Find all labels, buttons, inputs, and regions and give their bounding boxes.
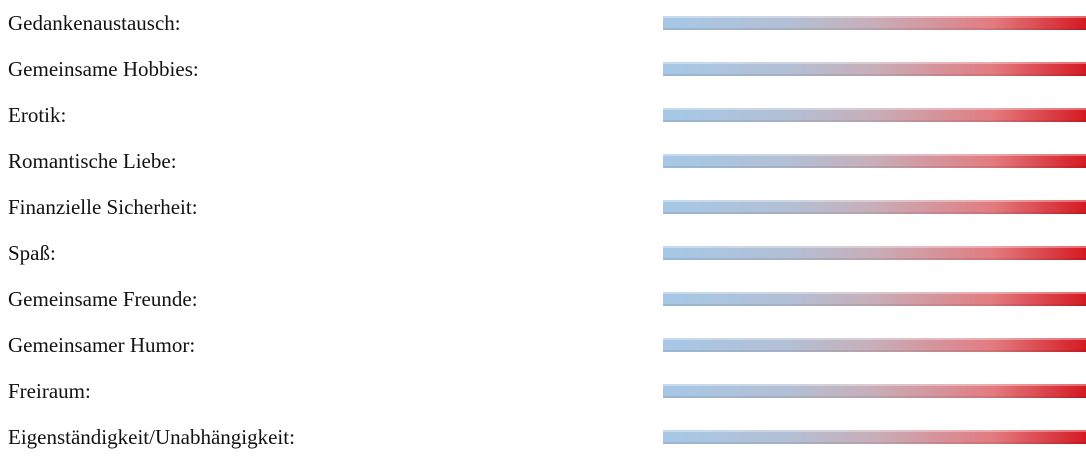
- rating-label: Gedankenaustausch:: [8, 11, 181, 35]
- rating-row-gemeinsame-freunde: Gemeinsame Freunde:: [0, 276, 1086, 322]
- rating-scale-bar[interactable]: [663, 62, 1086, 76]
- rating-scale-bar[interactable]: [663, 292, 1086, 306]
- rating-label: Finanzielle Sicherheit:: [8, 195, 198, 219]
- rating-label: Gemeinsamer Humor:: [8, 333, 196, 357]
- rating-scale-bar[interactable]: [663, 430, 1086, 444]
- rating-row-eigenstaendigkeit: Eigenständigkeit/Unabhängigkeit:: [0, 414, 1086, 460]
- rating-row-gemeinsamer-humor: Gemeinsamer Humor:: [0, 322, 1086, 368]
- rating-row-erotik: Erotik:: [0, 92, 1086, 138]
- rating-scale-bar[interactable]: [663, 384, 1086, 398]
- rating-scale-bar[interactable]: [663, 154, 1086, 168]
- rating-label: Gemeinsame Freunde:: [8, 287, 198, 311]
- rating-label: Erotik:: [8, 103, 67, 127]
- rating-row-gedankenaustausch: Gedankenaustausch:: [0, 0, 1086, 46]
- rating-label: Eigenständigkeit/Unabhängigkeit:: [8, 425, 295, 449]
- rating-scale-bar[interactable]: [663, 16, 1086, 30]
- rating-row-spass: Spaß:: [0, 230, 1086, 276]
- rating-scale-bar[interactable]: [663, 338, 1086, 352]
- rating-label: Spaß:: [8, 241, 56, 265]
- rating-label: Freiraum:: [8, 379, 91, 403]
- rating-label: Romantische Liebe:: [8, 149, 177, 173]
- rating-row-finanzielle-sicherheit: Finanzielle Sicherheit:: [0, 184, 1086, 230]
- rating-scale-bar[interactable]: [663, 108, 1086, 122]
- rating-row-gemeinsame-hobbies: Gemeinsame Hobbies:: [0, 46, 1086, 92]
- rating-row-romantische-liebe: Romantische Liebe:: [0, 138, 1086, 184]
- rating-scale-bar[interactable]: [663, 246, 1086, 260]
- rating-label: Gemeinsame Hobbies:: [8, 57, 199, 81]
- rating-scale-bar[interactable]: [663, 200, 1086, 214]
- rating-row-freiraum: Freiraum:: [0, 368, 1086, 414]
